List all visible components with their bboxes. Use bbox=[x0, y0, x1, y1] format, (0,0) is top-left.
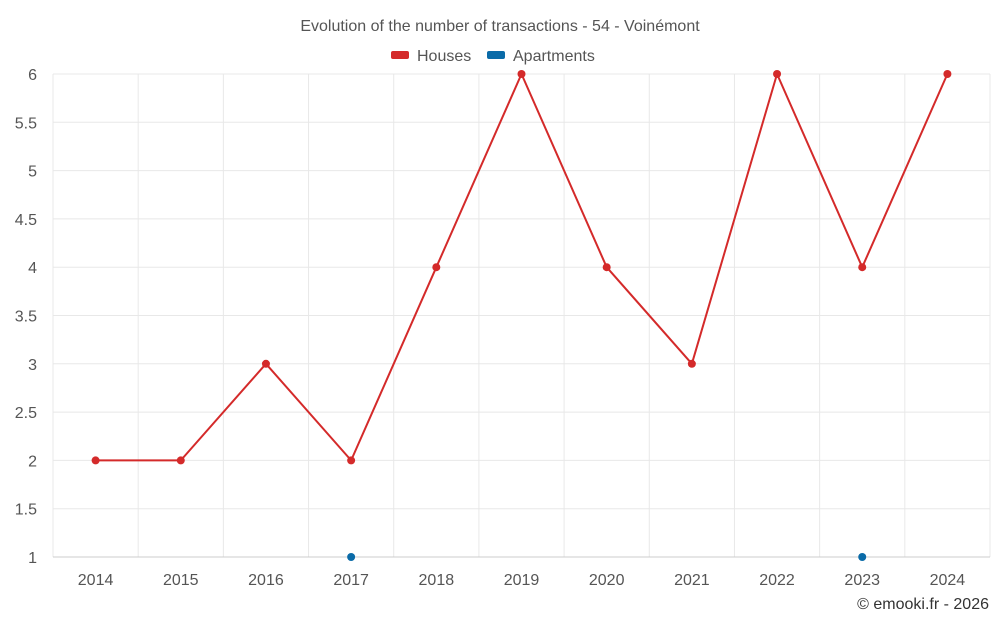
x-tick-label: 2020 bbox=[589, 572, 625, 589]
x-tick-label: 2016 bbox=[248, 572, 284, 589]
x-tick-label: 2024 bbox=[930, 572, 966, 589]
x-tick-label: 2022 bbox=[759, 572, 795, 589]
series bbox=[91, 70, 952, 561]
data-point-houses[interactable] bbox=[432, 263, 441, 272]
data-point-houses[interactable] bbox=[261, 359, 270, 368]
legend-label-houses: Houses bbox=[417, 48, 471, 65]
x-tick-label: 2014 bbox=[78, 572, 114, 589]
x-tick-label: 2018 bbox=[419, 572, 455, 589]
x-tick-label: 2017 bbox=[333, 572, 369, 589]
data-point-apartments[interactable] bbox=[347, 553, 356, 561]
axes: 1 1.5 2 2.5 3 3.5 4 4.5 5 5.5 6 2014 2015 2016 2017 201… bbox=[15, 67, 990, 589]
data-point-houses[interactable] bbox=[687, 359, 696, 368]
legend-item-apartments[interactable]: Apartments bbox=[487, 48, 595, 65]
legend-item-houses[interactable]: Houses bbox=[391, 48, 471, 65]
data-point-apartments[interactable] bbox=[858, 553, 867, 561]
x-tick-label: 2021 bbox=[674, 572, 710, 589]
x-tick-label: 2019 bbox=[504, 572, 540, 589]
y-tick-label: 3 bbox=[28, 357, 37, 374]
x-tick-label: 2023 bbox=[844, 572, 880, 589]
data-point-houses[interactable] bbox=[858, 263, 867, 272]
y-tick-label: 6 bbox=[28, 67, 37, 84]
legend: Houses Apartments bbox=[391, 48, 595, 65]
data-point-houses[interactable] bbox=[517, 70, 526, 78]
y-tick-label: 2 bbox=[28, 453, 37, 470]
y-tick-label: 5.5 bbox=[15, 115, 37, 132]
x-tick-label: 2015 bbox=[163, 572, 199, 589]
y-tick-label: 4 bbox=[28, 260, 37, 277]
y-tick-label: 1.5 bbox=[15, 502, 37, 519]
data-point-houses[interactable] bbox=[602, 263, 611, 272]
legend-swatch-apartments bbox=[487, 51, 505, 59]
data-point-houses[interactable] bbox=[943, 70, 952, 78]
legend-swatch-houses bbox=[391, 51, 409, 59]
data-point-houses[interactable] bbox=[91, 456, 100, 465]
y-tick-label: 5 bbox=[28, 164, 37, 181]
data-point-houses[interactable] bbox=[347, 456, 356, 465]
legend-label-apartments: Apartments bbox=[513, 48, 595, 65]
series-apartments bbox=[347, 553, 867, 561]
grid bbox=[52, 73, 991, 557]
credit-text: © emooki.fr - 2026 bbox=[857, 596, 989, 613]
data-point-houses[interactable] bbox=[176, 456, 185, 465]
y-tick-label: 3.5 bbox=[15, 309, 37, 326]
y-tick-label: 4.5 bbox=[15, 212, 37, 229]
y-tick-label: 1 bbox=[28, 550, 37, 567]
series-houses bbox=[91, 70, 952, 465]
y-tick-label: 2.5 bbox=[15, 405, 37, 422]
chart-title: Evolution of the number of transactions … bbox=[300, 18, 700, 35]
data-point-houses[interactable] bbox=[773, 70, 782, 78]
